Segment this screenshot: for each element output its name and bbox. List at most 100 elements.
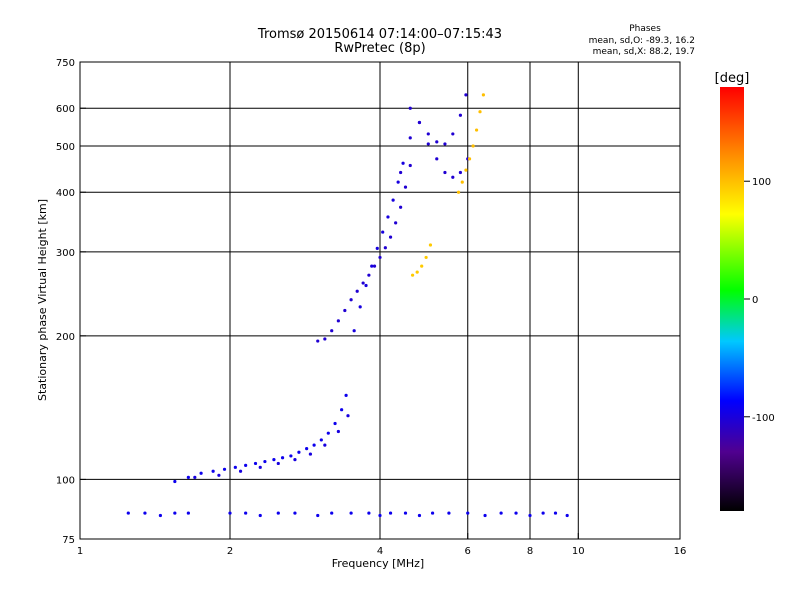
x-tick-label: 16 <box>674 546 687 557</box>
data-point <box>340 408 344 412</box>
data-point <box>378 513 382 518</box>
data-point <box>443 170 447 175</box>
data-point <box>358 305 362 309</box>
data-point <box>349 298 353 302</box>
colorbar-tick-label: -100 <box>752 413 775 424</box>
data-point <box>323 337 327 341</box>
data-point <box>381 230 385 234</box>
data-point <box>361 281 365 285</box>
data-point <box>233 465 237 469</box>
y-axis-label: Stationary phase Virtual Height [km] <box>36 199 49 401</box>
data-point <box>126 511 130 515</box>
data-point <box>258 465 262 469</box>
data-point <box>305 447 309 451</box>
data-point <box>428 243 433 247</box>
data-point <box>396 180 400 184</box>
data-point <box>344 393 348 398</box>
data-point <box>297 450 301 454</box>
stats-title: Phases <box>629 24 661 34</box>
data-point <box>173 479 177 484</box>
data-point <box>408 163 412 168</box>
data-point <box>316 339 320 343</box>
data-point <box>464 168 468 172</box>
data-point <box>244 463 248 467</box>
data-point <box>276 511 280 515</box>
data-point <box>217 473 221 477</box>
data-point <box>222 467 227 471</box>
data-point <box>319 438 323 442</box>
y-tick-label: 200 <box>56 332 75 343</box>
data-point <box>211 469 215 473</box>
data-point <box>408 136 412 140</box>
data-point <box>158 513 163 518</box>
data-point <box>391 198 395 202</box>
data-point <box>417 513 422 518</box>
data-point <box>367 273 371 277</box>
y-tick-label: 300 <box>56 248 75 259</box>
grid <box>80 62 680 539</box>
data-point <box>276 461 280 466</box>
data-point <box>280 456 285 460</box>
data-point <box>228 511 232 515</box>
data-point <box>499 511 503 515</box>
data-point <box>388 511 393 515</box>
data-point <box>312 443 316 447</box>
data-point <box>415 270 419 274</box>
y-tick-label: 750 <box>56 58 75 69</box>
data-point <box>293 458 297 462</box>
data-point <box>471 144 475 148</box>
y-tick-label: 600 <box>56 104 75 115</box>
data-point <box>349 511 353 515</box>
data-point <box>186 511 190 515</box>
data-point <box>451 175 455 179</box>
data-point <box>528 513 532 518</box>
data-point <box>143 511 147 515</box>
data-point <box>253 461 258 466</box>
data-point <box>375 246 379 250</box>
data-point <box>467 157 472 161</box>
data-point <box>426 132 430 136</box>
x-tick-label: 4 <box>377 546 383 557</box>
data-point <box>355 289 359 293</box>
data-point <box>238 469 243 473</box>
data-point <box>399 205 403 209</box>
x-axis-label: Frequency [MHz] <box>332 557 424 570</box>
data-point <box>336 319 340 323</box>
data-point <box>326 431 330 435</box>
data-point <box>186 475 190 479</box>
data-point <box>336 429 340 434</box>
data-point <box>388 235 393 239</box>
data-point <box>478 110 482 114</box>
data-point <box>435 140 439 144</box>
data-point <box>289 454 293 458</box>
data-point <box>417 120 422 125</box>
data-point <box>323 443 327 447</box>
data-point <box>466 511 470 515</box>
data-point <box>193 475 197 479</box>
data-point <box>364 283 368 288</box>
data-point <box>293 511 297 515</box>
colorbar <box>720 87 744 511</box>
data-point <box>458 113 463 117</box>
x-tick-label: 8 <box>527 546 533 557</box>
data-point <box>447 511 451 515</box>
data-point <box>370 264 374 268</box>
data-point <box>458 170 463 175</box>
data-point <box>394 221 398 225</box>
stats-line1: mean, sd,O: -89.3, 16.2 <box>589 36 695 46</box>
data-point <box>483 513 487 518</box>
data-point <box>343 308 347 313</box>
data-point <box>553 511 558 515</box>
data-point <box>514 511 518 515</box>
data-point <box>272 458 276 462</box>
data-point <box>403 511 408 515</box>
data-point <box>541 511 545 515</box>
colorbar-tick-label: 0 <box>752 295 758 306</box>
data-point <box>420 264 424 268</box>
data-point <box>346 414 350 418</box>
data-point <box>263 459 267 464</box>
data-point <box>244 511 248 515</box>
data-point <box>474 128 479 132</box>
data-point <box>410 273 415 277</box>
